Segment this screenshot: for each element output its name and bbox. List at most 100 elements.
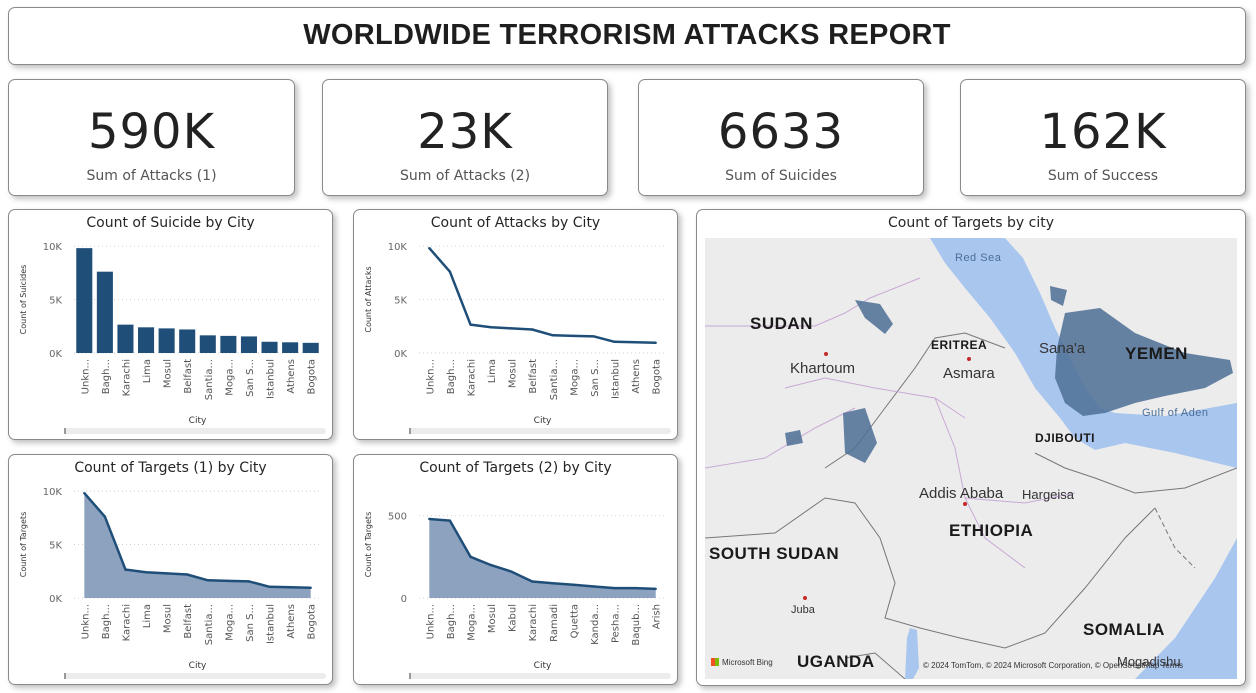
city-dot — [824, 352, 828, 356]
x-tick-label: Bagh... — [446, 604, 457, 639]
kpi-card-attacks-2[interactable]: 23K Sum of Attacks (2) — [322, 79, 608, 196]
red-sea-water — [930, 238, 1237, 468]
bar — [282, 342, 299, 353]
x-tick-label: Santia... — [204, 604, 215, 645]
x-tick-label: Unkn... — [425, 604, 436, 639]
chart-scrollbar[interactable] — [409, 428, 671, 434]
x-axis-title: City — [534, 661, 552, 671]
highlight-region — [1055, 308, 1233, 416]
kpi-label: Sum of Suicides — [725, 168, 837, 184]
country-border — [1034, 452, 1237, 494]
map-title: Count of Targets by city — [887, 215, 1054, 231]
kpi-card-success[interactable]: 162K Sum of Success — [960, 79, 1246, 196]
chart-scrollbar[interactable] — [409, 673, 671, 679]
y-tick-label: 10K — [43, 487, 63, 498]
country-border — [705, 497, 1156, 649]
data-point — [633, 341, 637, 344]
map-card[interactable]: Count of Targets by city Red Sea SUDAN E… — [696, 209, 1246, 686]
city-dot — [803, 596, 807, 600]
y-tick-label: 0K — [394, 349, 407, 360]
highlight-region — [785, 430, 803, 446]
label-khartoum: Khartoum — [790, 360, 856, 377]
x-tick-label: Lima — [142, 604, 153, 628]
bing-logo — [711, 658, 719, 666]
x-axis-title: City — [189, 416, 207, 426]
label-djibouti: DJIBOUTI — [1035, 431, 1096, 445]
bar — [240, 336, 257, 353]
data-point — [613, 340, 616, 343]
data-point — [247, 580, 251, 583]
data-point — [309, 586, 312, 590]
road — [934, 397, 1026, 569]
label-gulf-of-aden: Gulf of Aden — [1142, 407, 1209, 419]
x-tick-label: Mosul — [487, 604, 498, 633]
chart-title: Count of Suicide by City — [86, 215, 255, 231]
x-tick-label: Mosul — [163, 359, 174, 388]
chart-scrollbar[interactable] — [64, 673, 326, 679]
data-point — [510, 570, 513, 573]
chart-scrollbar[interactable] — [64, 428, 326, 434]
road — [784, 377, 966, 419]
label-uganda: UGANDA — [797, 652, 875, 671]
chart-svg: 10K 5K 0K Count of Suicides City Unkn... Bagh.… — [19, 242, 321, 426]
x-tick-label: Unkn... — [80, 604, 91, 639]
kpi-card-suicides[interactable]: 6633 Sum of Suicides — [638, 79, 924, 196]
x-tick-label: Istanbul — [266, 604, 277, 644]
x-tick-label: Karachi — [121, 359, 132, 396]
label-yemen: YEMEN — [1125, 344, 1188, 363]
data-point — [551, 334, 554, 337]
chart-targets-1-by-city[interactable]: Count of Targets (1) by City 10K 5K 0K Coun… — [8, 454, 333, 685]
data-point — [469, 555, 472, 559]
chart-targets-2-by-city[interactable]: Count of Targets (2) by City 500 0 Count o… — [353, 454, 678, 685]
kpi-value: 162K — [1039, 104, 1167, 160]
kpi-value: 590K — [87, 104, 216, 160]
chart-attacks-by-city[interactable]: Count of Attacks by City 10K 5K 0K Count of… — [353, 209, 678, 440]
label-sanaa: Sana'a — [1039, 340, 1086, 357]
data-point — [103, 515, 107, 518]
data-point — [592, 585, 596, 588]
x-tick-label: Baqub... — [631, 604, 642, 646]
kpi-value: 23K — [417, 104, 513, 160]
x-tick-label: Karachi — [528, 604, 539, 641]
x-tick-label: Karachi — [121, 604, 132, 641]
bar — [117, 324, 134, 353]
data-point — [227, 579, 230, 583]
x-tick-label: Lima — [487, 359, 498, 383]
y-tick-label: 10K — [388, 242, 408, 253]
indian-ocean-water — [1135, 538, 1237, 679]
x-tick-label: Unkn... — [80, 359, 91, 394]
chart-suicide-by-city[interactable]: Count of Suicide by City 10K 5K 0K Count of… — [8, 209, 333, 440]
bar — [96, 271, 113, 353]
x-tick-label: Moga... — [466, 604, 477, 641]
area-fill — [429, 519, 656, 598]
x-tick-label: Bogota — [307, 359, 318, 395]
label-juba: Juba — [791, 604, 815, 616]
highlight-region — [855, 300, 893, 334]
y-tick-label: 5K — [394, 296, 407, 307]
x-tick-label: Belfast — [528, 359, 539, 394]
map-attribution[interactable]: © 2024 TomTom, © 2024 Microsoft Corporat… — [923, 661, 1184, 670]
data-point — [531, 328, 534, 331]
chart-title: Count of Targets (1) by City — [74, 460, 267, 476]
x-tick-label: Bagh... — [101, 359, 112, 394]
data-point — [206, 579, 209, 582]
y-axis-title: Count of Suicides — [19, 265, 28, 335]
bar — [76, 248, 93, 353]
map-provider: Microsoft Bing — [722, 658, 773, 667]
data-point — [144, 571, 148, 574]
x-tick-label: Belfast — [183, 359, 194, 394]
data-point — [489, 563, 493, 567]
data-point — [510, 327, 513, 330]
x-tick-label: Pesha... — [611, 604, 622, 643]
label-eritrea: ERITREA — [931, 338, 988, 352]
data-point — [572, 583, 575, 587]
x-tick-label: Unkn... — [425, 359, 436, 394]
map-canvas[interactable]: Red Sea SUDAN ERITREA YEMEN DJIBOUTI ETH… — [705, 238, 1237, 679]
kpi-label: Sum of Attacks (2) — [399, 168, 531, 184]
kpi-card-attacks-1[interactable]: 590K Sum of Attacks (1) — [8, 79, 295, 196]
bar — [302, 342, 319, 353]
x-tick-label: Athens — [286, 604, 297, 639]
data-point — [613, 586, 616, 590]
x-tick-label: Moga... — [569, 359, 580, 396]
label-addis-ababa: Addis Ababa — [919, 485, 1004, 502]
